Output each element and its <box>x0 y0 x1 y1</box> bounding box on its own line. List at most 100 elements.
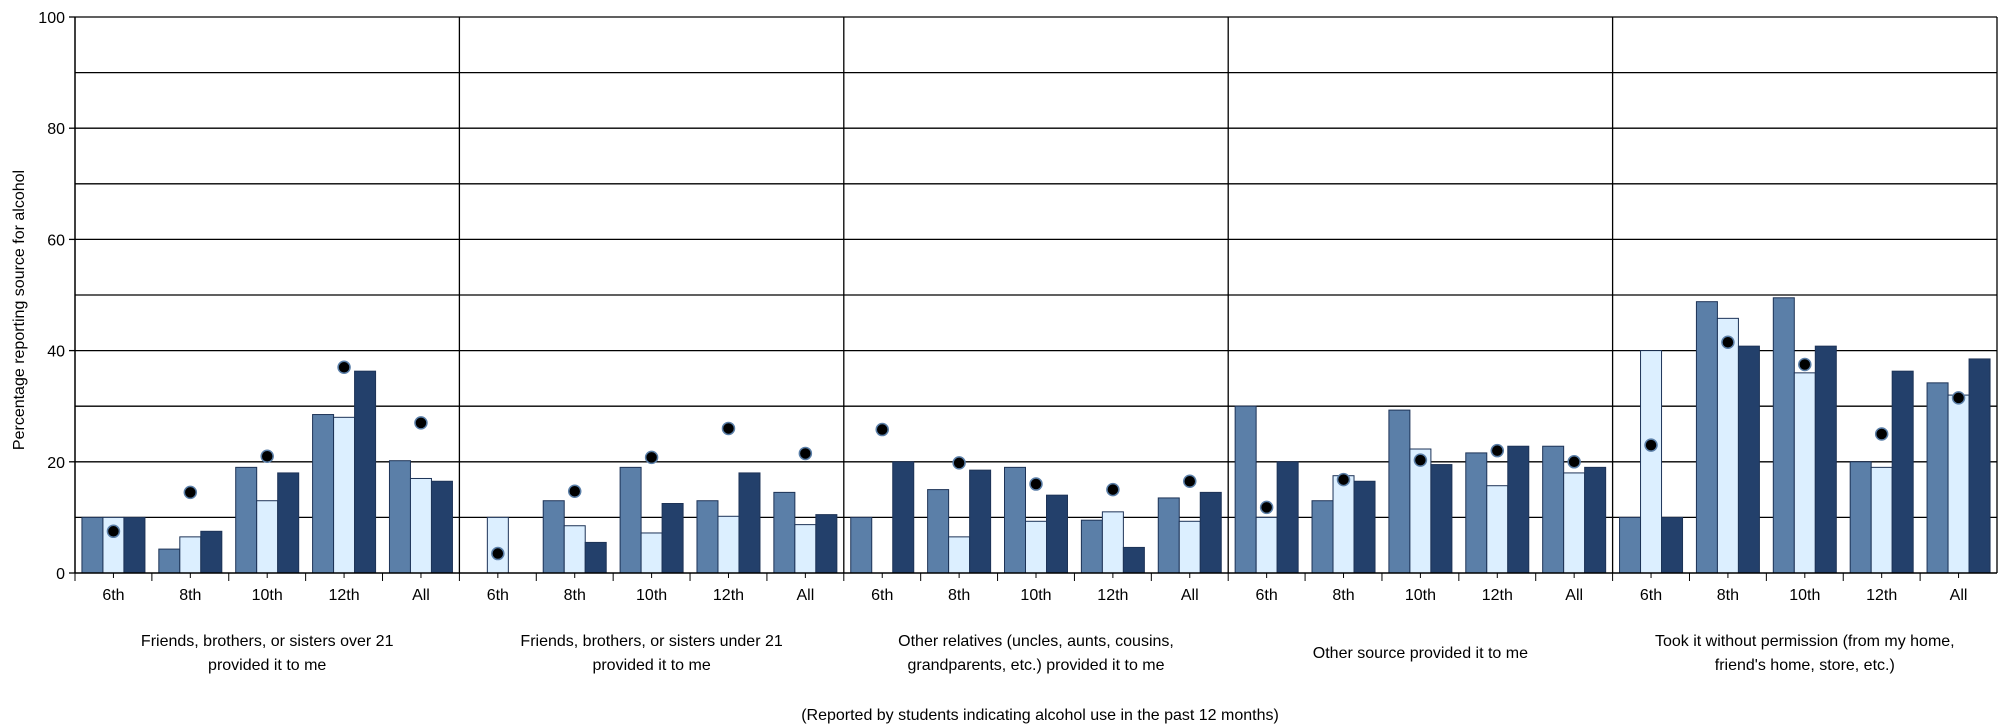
point-g3-12th <box>1106 482 1120 497</box>
point-g2-10th <box>644 450 659 465</box>
bar-g2-8th-series-a <box>542 500 565 574</box>
point-g2-All <box>798 446 813 461</box>
bar-g2-10th-series-c <box>661 503 684 574</box>
bar-g1-12th-series-b <box>333 416 356 574</box>
bar-g5-10th-series-c <box>1814 345 1837 574</box>
y-tick-label-80: 80 <box>47 121 65 138</box>
bar-g2-All-series-a <box>773 491 796 574</box>
point-g4-10th <box>1413 453 1428 467</box>
bar-g4-8th-series-c <box>1353 480 1376 574</box>
point-g1-10th <box>260 449 274 463</box>
x-tick-label-g3-6th: 6th <box>871 587 893 604</box>
x-tick-label-g3-10th: 10th <box>1020 587 1051 604</box>
bar-g1-10th-series-c <box>277 472 300 574</box>
bar-g3-8th-series-c <box>969 469 992 574</box>
bar-g1-10th-series-a <box>235 466 258 574</box>
x-tick-label-g3-12th: 12th <box>1097 587 1128 604</box>
bar-g4-All-series-c <box>1584 466 1607 574</box>
group-label-5-line-2: friend's home, store, etc.) <box>1715 657 1895 674</box>
x-tick-label-g4-12th: 12th <box>1482 587 1513 604</box>
x-axis-title: (Reported by students indicating alcohol… <box>801 707 1279 724</box>
point-g3-10th <box>1029 477 1043 491</box>
bar-g2-10th-series-b <box>640 532 663 574</box>
bar-g4-12th-series-a <box>1465 452 1488 574</box>
bar-g5-6th-series-b <box>1640 350 1663 574</box>
bar-g5-12th-series-c <box>1891 370 1914 574</box>
point-g4-All <box>1567 455 1581 469</box>
x-tick-label-g2-All: All <box>796 587 814 604</box>
bar-g3-All-series-a <box>1157 497 1180 574</box>
x-tick-label-g1-8th: 8th <box>179 587 201 604</box>
bar-g4-8th-series-b <box>1332 475 1355 574</box>
bar-g1-12th-series-c <box>354 370 377 574</box>
bar-g5-10th-series-b <box>1793 372 1816 574</box>
bar-g2-10th-series-a <box>619 466 642 574</box>
bar-g5-6th-series-c <box>1661 516 1684 574</box>
bar-g1-6th-series-a <box>81 516 104 574</box>
point-g1-6th <box>106 524 121 539</box>
x-tick-label-g1-6th: 6th <box>102 587 124 604</box>
point-g2-6th <box>491 546 505 561</box>
point-g3-6th <box>875 422 889 437</box>
bar-g1-8th-series-c <box>200 530 223 574</box>
point-g5-10th <box>1798 357 1812 372</box>
bars-layer <box>81 297 1991 574</box>
x-tick-label-g4-6th: 6th <box>1256 587 1278 604</box>
group-label-4-line-1: Other source provided it to me <box>1313 645 1528 662</box>
bar-g1-8th-series-a <box>158 548 181 574</box>
bar-g5-8th-series-b <box>1716 317 1739 574</box>
bar-g5-12th-series-b <box>1870 466 1893 574</box>
bar-g4-6th-series-c <box>1276 461 1299 574</box>
point-g5-12th <box>1874 427 1889 441</box>
bar-g5-6th-series-a <box>1619 516 1642 574</box>
bar-g3-8th-series-a <box>927 489 950 574</box>
bar-g1-All-series-a <box>388 460 411 574</box>
bar-g4-12th-series-b <box>1486 485 1509 574</box>
labels-layer: 0 20 40 60 80 100 6th 8th 10th 12th All Friends, br… <box>38 10 1967 674</box>
x-tick-label-g1-10th: 10th <box>252 587 283 604</box>
bar-g3-10th-series-b <box>1025 520 1047 574</box>
x-tick-label-g5-8th: 8th <box>1717 587 1739 604</box>
bar-g3-10th-series-a <box>1004 466 1026 574</box>
x-tick-label-g4-10th: 10th <box>1405 587 1436 604</box>
bar-g3-All-series-c <box>1199 491 1222 574</box>
point-g1-All <box>414 416 428 430</box>
x-tick-label-g5-12th: 12th <box>1866 587 1897 604</box>
point-g5-6th <box>1644 438 1658 452</box>
bar-g3-6th-series-a <box>850 516 873 574</box>
point-g2-12th <box>721 421 736 436</box>
bar-g3-12th-series-b <box>1101 511 1124 574</box>
group-label-3-line-2: grandparents, etc.) provided it to me <box>907 657 1164 674</box>
bar-g3-6th-series-c <box>892 461 915 574</box>
bar-g5-8th-series-c <box>1737 345 1760 574</box>
bar-g1-10th-series-b <box>256 500 279 574</box>
points-layer <box>106 335 1966 561</box>
x-tick-label-g4-All: All <box>1565 587 1583 604</box>
point-g4-6th <box>1259 500 1274 515</box>
bar-g5-All-series-c <box>1968 358 1991 574</box>
x-tick-label-g4-8th: 8th <box>1332 587 1354 604</box>
bar-g1-All-series-b <box>409 477 432 574</box>
bar-g2-8th-series-b <box>563 525 586 574</box>
bar-g1-All-series-c <box>430 480 453 574</box>
point-g4-8th <box>1336 472 1351 487</box>
bar-g3-12th-series-c <box>1122 546 1145 574</box>
bar-g2-12th-series-b <box>717 515 740 574</box>
point-g5-8th <box>1721 335 1735 350</box>
group-label-1-line-2: provided it to me <box>208 657 326 674</box>
bar-g1-8th-series-b <box>179 536 202 574</box>
grid-layer <box>75 16 1998 573</box>
bar-g4-6th-series-a <box>1234 405 1257 574</box>
bar-g5-All-series-a <box>1926 382 1949 574</box>
bar-g3-12th-series-a <box>1080 519 1103 574</box>
bar-g4-12th-series-c <box>1507 445 1530 574</box>
x-tick-label-g5-All: All <box>1950 587 1968 604</box>
group-label-5-line-1: Took it without permission (from my home… <box>1655 633 1955 650</box>
x-tick-label-g2-8th: 8th <box>564 587 586 604</box>
bar-g4-All-series-b <box>1563 472 1586 574</box>
bar-g4-6th-series-b <box>1255 516 1278 574</box>
ticks-layer <box>69 16 1960 581</box>
x-tick-label-g2-10th: 10th <box>636 587 667 604</box>
bar-g5-All-series-b <box>1947 394 1970 574</box>
y-tick-label-100: 100 <box>38 10 65 27</box>
